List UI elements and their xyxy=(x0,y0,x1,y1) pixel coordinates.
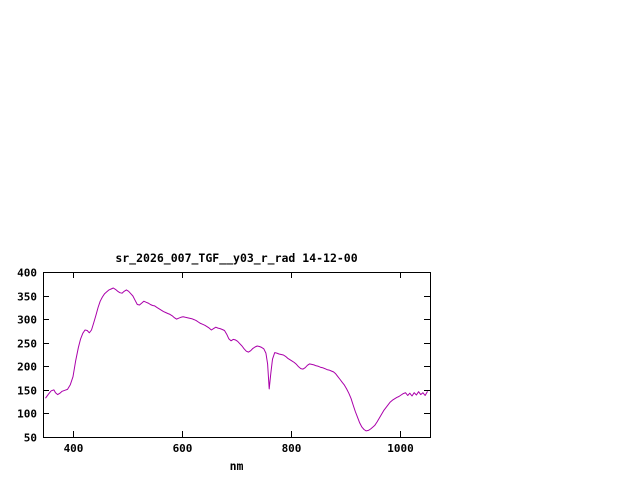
x-tick-label: 800 xyxy=(282,442,302,455)
y-tick-label: 250 xyxy=(17,338,37,351)
y-tick-label: 300 xyxy=(17,314,37,327)
x-tick-label: 400 xyxy=(64,442,84,455)
y-tick-label: 350 xyxy=(17,291,37,304)
y-tick-label: 150 xyxy=(17,385,37,398)
y-tick-label: 50 xyxy=(24,432,37,445)
chart-title: sr_2026_007_TGF__y03_r_rad 14-12-00 xyxy=(115,251,358,265)
x-axis-label: nm xyxy=(229,459,244,473)
y-tick-label: 400 xyxy=(17,267,37,280)
plot-frame xyxy=(43,272,431,438)
x-tick-label: 600 xyxy=(173,442,193,455)
y-tick-label: 200 xyxy=(17,361,37,374)
y-tick-label: 100 xyxy=(17,408,37,421)
series-line xyxy=(45,287,428,432)
x-tick-label: 1000 xyxy=(387,442,414,455)
